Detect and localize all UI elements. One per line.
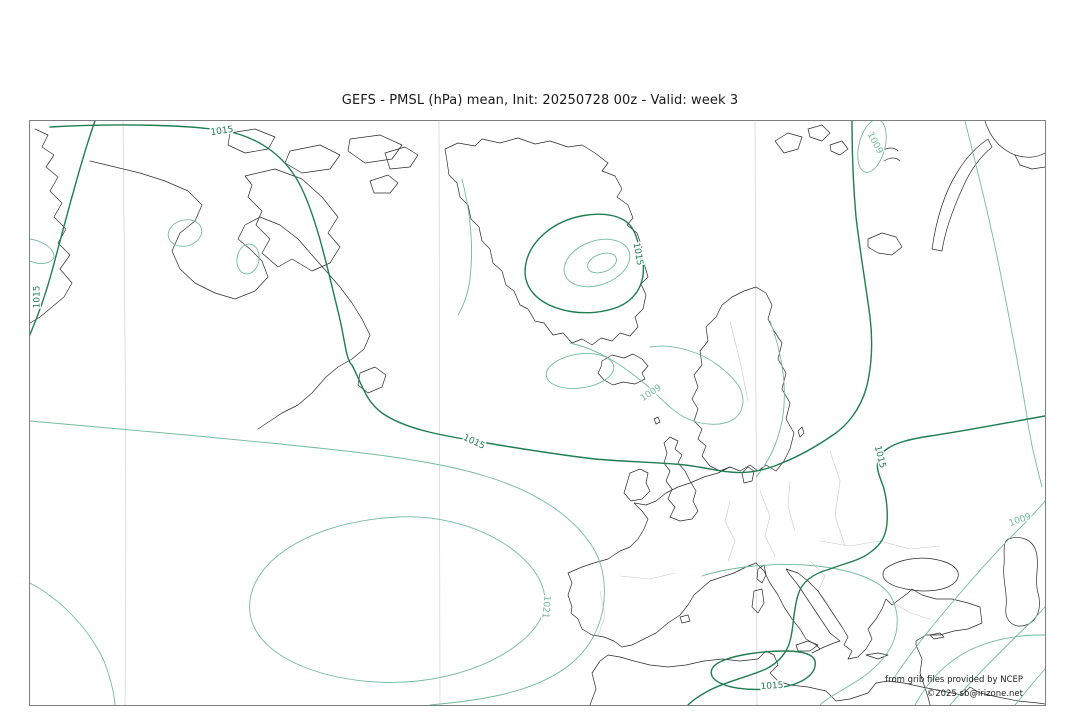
contour-label: 1021 xyxy=(540,595,552,619)
graticule-and-borders xyxy=(122,121,941,705)
contour-label: 1009 xyxy=(1008,512,1033,529)
map-frame: 1015 1015 1015 1009 1015 1021 1015 1009 … xyxy=(29,120,1046,706)
contour-label: 1015 xyxy=(760,681,784,693)
isobars-minor xyxy=(30,121,1045,705)
contour-label: 1015 xyxy=(631,242,645,266)
contour-label: 1009 xyxy=(639,383,664,404)
isobars-major xyxy=(30,121,1045,705)
map-title: GEFS - PMSL (hPa) mean, Init: 20250728 0… xyxy=(341,93,739,108)
credits: from grib files provided by NCEP ©2025 s… xyxy=(885,675,1024,699)
contour-label: 1015 xyxy=(210,125,234,138)
contour-label: 1015 xyxy=(872,445,887,470)
coastlines xyxy=(30,121,1045,705)
credit-copyright: ©2025 sb@irizone.net xyxy=(927,689,1024,699)
credit-source: from grib files provided by NCEP xyxy=(885,675,1023,685)
contour-label: 1009 xyxy=(865,131,885,156)
contour-label: 1015 xyxy=(461,433,486,452)
pressure-map-canvas: 1015 1015 1015 1009 1015 1021 1015 1009 … xyxy=(30,121,1045,705)
contour-label: 1015 xyxy=(33,286,43,309)
